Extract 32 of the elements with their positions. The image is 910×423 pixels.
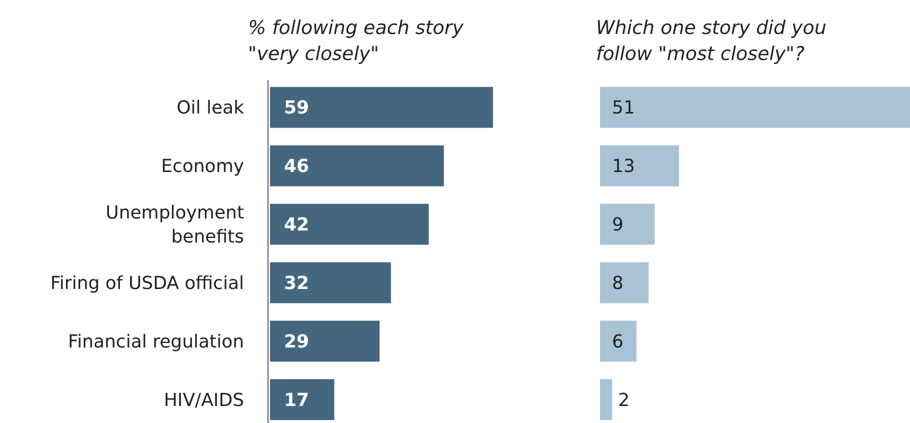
data-label: 2 [618,390,630,411]
bar [270,379,334,420]
bar [270,86,493,128]
bar [600,262,649,304]
data-label: 8 [612,273,624,294]
data-label: 32 [284,273,310,294]
chart-title: Which one story did you follow "most closely"? [596,17,826,65]
bar [600,379,612,420]
y-tick-label: HIV/AIDS [164,390,244,411]
data-label: 29 [284,331,310,352]
data-label: 6 [612,331,624,352]
y-tick-label: Firing of USDA official [50,273,244,294]
bar [600,320,636,362]
bar [600,204,655,245]
y-tick-label: Economy [161,156,244,178]
bar [600,86,910,128]
data-label: 9 [612,214,624,236]
y-tick-label: Oil leak [176,98,245,119]
bar [270,145,444,186]
bar [270,204,429,245]
y-tick-label: Financial regulation [68,331,244,352]
data-label: 42 [284,214,310,236]
chart-title: % following each story "very closely" [248,17,464,65]
data-label: 13 [612,156,635,178]
data-label: 46 [284,156,310,178]
data-label: 59 [284,98,310,119]
data-label: 51 [612,98,635,119]
y-tick-label: Unemployment benefits [106,202,244,248]
bar [270,320,380,362]
data-label: 17 [284,390,310,411]
bar [270,262,391,304]
bar [600,145,680,186]
